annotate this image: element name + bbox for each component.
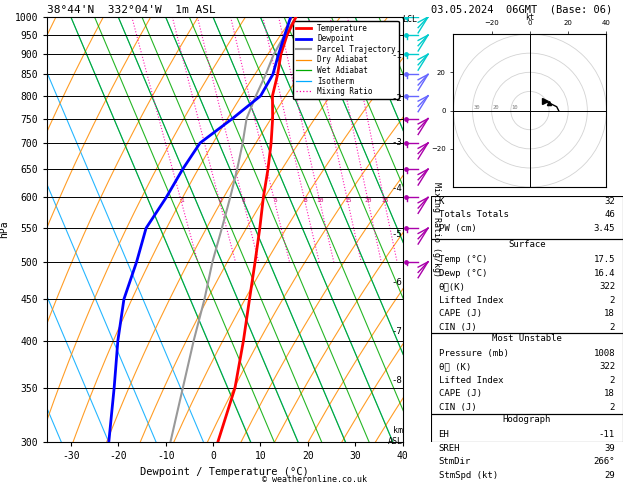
Text: Lifted Index: Lifted Index — [438, 296, 503, 305]
Y-axis label: hPa: hPa — [0, 221, 9, 239]
Text: 1008: 1008 — [594, 349, 615, 358]
Point — [401, 165, 411, 173]
Text: Temp (°C): Temp (°C) — [438, 255, 487, 264]
Text: 2: 2 — [218, 198, 222, 203]
Text: © weatheronline.co.uk: © weatheronline.co.uk — [262, 474, 367, 484]
Text: Most Unstable: Most Unstable — [492, 334, 562, 343]
Point — [401, 92, 411, 100]
Text: θᴄ(K): θᴄ(K) — [438, 282, 465, 291]
Point — [401, 258, 411, 266]
Text: 39: 39 — [604, 444, 615, 453]
Text: Lifted Index: Lifted Index — [438, 376, 503, 385]
Text: 32: 32 — [604, 197, 615, 206]
Text: 18: 18 — [604, 389, 615, 399]
Text: 2: 2 — [610, 323, 615, 332]
Bar — [431, 414, 623, 442]
Text: -4: -4 — [392, 184, 403, 192]
Text: 10: 10 — [316, 198, 324, 203]
Text: SREH: SREH — [438, 444, 460, 453]
Text: CAPE (J): CAPE (J) — [438, 389, 482, 399]
Text: 17.5: 17.5 — [594, 255, 615, 264]
Text: -6: -6 — [392, 278, 403, 287]
Text: 03.05.2024  06GMT  (Base: 06): 03.05.2024 06GMT (Base: 06) — [431, 4, 612, 15]
Point — [401, 115, 411, 122]
Text: -11: -11 — [599, 430, 615, 439]
Text: Surface: Surface — [508, 240, 545, 249]
Text: 38°44'N  332°04'W  1m ASL: 38°44'N 332°04'W 1m ASL — [47, 5, 216, 15]
Bar — [431, 239, 623, 332]
Text: 15: 15 — [345, 198, 352, 203]
Text: 266°: 266° — [594, 457, 615, 466]
Text: 2: 2 — [610, 403, 615, 412]
Text: 322: 322 — [599, 363, 615, 371]
Point — [401, 13, 411, 21]
Text: StmSpd (kt): StmSpd (kt) — [438, 471, 498, 480]
Text: K: K — [438, 197, 444, 206]
Point — [401, 70, 411, 78]
Text: Dewp (°C): Dewp (°C) — [438, 269, 487, 278]
Point — [401, 139, 411, 147]
Point — [401, 51, 411, 58]
Text: 2: 2 — [610, 376, 615, 385]
Text: -7: -7 — [392, 327, 403, 335]
Text: 20: 20 — [493, 104, 499, 110]
Text: Pressure (mb): Pressure (mb) — [438, 349, 508, 358]
Text: -2: -2 — [392, 93, 403, 103]
Text: -5: -5 — [392, 230, 403, 239]
Text: 29: 29 — [604, 471, 615, 480]
Text: CAPE (J): CAPE (J) — [438, 309, 482, 318]
Text: 18: 18 — [604, 309, 615, 318]
Text: PW (cm): PW (cm) — [438, 224, 476, 233]
Text: 25: 25 — [381, 198, 389, 203]
Text: 8: 8 — [304, 198, 307, 203]
Text: 20: 20 — [365, 198, 372, 203]
Bar — [431, 196, 623, 239]
Text: CIN (J): CIN (J) — [438, 403, 476, 412]
Text: 5: 5 — [273, 198, 277, 203]
Text: CIN (J): CIN (J) — [438, 323, 476, 332]
X-axis label: kt: kt — [525, 14, 535, 22]
Text: 46: 46 — [604, 210, 615, 219]
Point — [401, 224, 411, 232]
Text: -1: -1 — [392, 51, 403, 59]
Text: Totals Totals: Totals Totals — [438, 210, 508, 219]
Point — [401, 193, 411, 201]
Text: 322: 322 — [599, 282, 615, 291]
Text: StmDir: StmDir — [438, 457, 470, 466]
Text: 2: 2 — [610, 296, 615, 305]
Text: Hodograph: Hodograph — [503, 415, 551, 424]
Text: Mixing Ratio (g/kg): Mixing Ratio (g/kg) — [432, 182, 442, 277]
Legend: Temperature, Dewpoint, Parcel Trajectory, Dry Adiabat, Wet Adiabat, Isotherm, Mi: Temperature, Dewpoint, Parcel Trajectory… — [292, 21, 399, 99]
Text: 1: 1 — [180, 198, 184, 203]
Text: θᴄ (K): θᴄ (K) — [438, 363, 470, 371]
Text: EH: EH — [438, 430, 449, 439]
Text: 10: 10 — [512, 104, 518, 110]
Text: 3: 3 — [242, 198, 246, 203]
Text: -3: -3 — [392, 138, 403, 147]
Text: 3.45: 3.45 — [594, 224, 615, 233]
X-axis label: Dewpoint / Temperature (°C): Dewpoint / Temperature (°C) — [140, 467, 309, 477]
Point — [401, 31, 411, 39]
Text: -8: -8 — [392, 376, 403, 385]
Bar — [431, 332, 623, 414]
Text: 16.4: 16.4 — [594, 269, 615, 278]
Text: LCL: LCL — [403, 15, 418, 24]
Text: 30: 30 — [474, 104, 480, 110]
Text: km
ASL: km ASL — [387, 426, 403, 446]
